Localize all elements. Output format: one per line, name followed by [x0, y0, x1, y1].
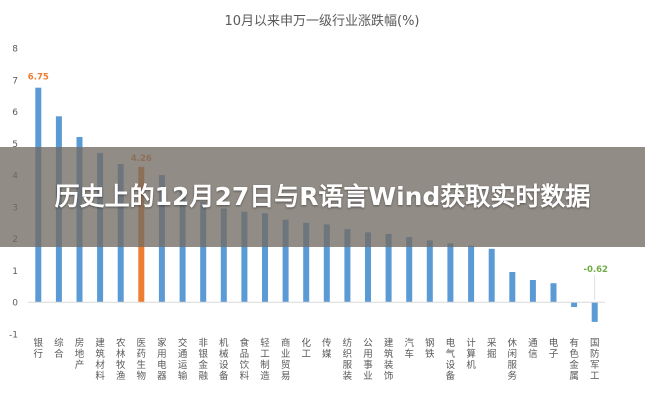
x-tick-label: 房地产: [75, 337, 85, 371]
x-tick-label: 建筑材料: [95, 337, 105, 382]
x-tick-label: 建筑装饰: [384, 337, 394, 382]
x-tick-label: 机械设备: [219, 337, 229, 382]
x-tick-label: 钢铁: [425, 337, 435, 360]
x-tick-label: 非银金融: [198, 337, 208, 382]
bar-商业贸易: [282, 219, 289, 303]
x-tick-label: 商业贸易: [281, 337, 291, 382]
x-tick-label: 食品饮料: [240, 337, 250, 382]
x-tick-label: 计算机: [466, 337, 476, 371]
bar-机械设备: [220, 208, 227, 303]
x-tick-label: 医药生物: [137, 338, 147, 382]
x-tick-label: 汽车: [404, 337, 414, 360]
x-tick-label: 休闲服务: [508, 337, 518, 382]
bar-有色金属: [571, 302, 578, 307]
bar-公用事业: [365, 232, 371, 303]
y-tick-label: -1: [9, 331, 18, 341]
x-tick-label: 化工: [301, 337, 311, 360]
y-tick-label: 8: [12, 45, 18, 55]
x-tick-label: 公用事业: [363, 338, 373, 382]
x-tick-label: 纺织服装: [343, 337, 353, 382]
x-tick-label: 国防军工: [590, 338, 600, 382]
bar-建筑装饰: [385, 233, 392, 303]
chart-title: 10月以来申万一级行业涨跌幅(%): [224, 13, 419, 29]
bar-食品饮料: [241, 211, 248, 303]
bar-纺织服装: [344, 229, 351, 303]
x-tick-label: 有色金属: [569, 337, 579, 382]
x-tick-label: 农林牧渔: [116, 337, 126, 382]
y-tick-label: 0: [12, 299, 18, 309]
bar-休闲服务: [509, 272, 516, 303]
bar-电子: [550, 283, 557, 303]
bar-汽车: [406, 237, 413, 303]
bar-采掘: [488, 248, 495, 303]
x-tick-label: 家用电器: [157, 337, 167, 382]
bar-轻工制造: [262, 213, 268, 303]
bar-国防军工: [591, 302, 598, 322]
x-tick-label: 传媒: [322, 337, 332, 360]
x-tick-label: 采掘: [487, 338, 497, 360]
y-tick-label: 5: [12, 140, 18, 150]
bar-电气设备: [447, 243, 454, 303]
y-tick-label: 6: [12, 108, 18, 118]
x-tick-label: 电子: [549, 337, 559, 360]
x-tick-label: 交通运输: [178, 337, 188, 382]
bar-非银金融: [200, 202, 207, 303]
bar-化工: [303, 222, 310, 303]
x-tick-label: 银行: [34, 337, 44, 360]
bar-钢铁: [426, 240, 433, 303]
y-tick-label: 7: [12, 76, 18, 86]
bar-传媒: [323, 224, 330, 303]
data-label: -0.62: [583, 265, 608, 275]
x-tick-label: 轻工制造: [260, 337, 270, 382]
x-tick-label: 通信: [528, 338, 538, 360]
y-tick-label: 1: [12, 267, 18, 277]
article-title-banner: 历史上的12月27日与R语言Wind获取实时数据: [0, 147, 645, 247]
x-tick-label: 电气设备: [446, 337, 456, 382]
x-tick-label: 综合: [54, 337, 64, 360]
bar-通信: [529, 280, 536, 303]
bar-计算机: [468, 245, 475, 303]
article-title: 历史上的12月27日与R语言Wind获取实时数据: [54, 182, 591, 211]
data-label: 6.75: [28, 73, 49, 83]
